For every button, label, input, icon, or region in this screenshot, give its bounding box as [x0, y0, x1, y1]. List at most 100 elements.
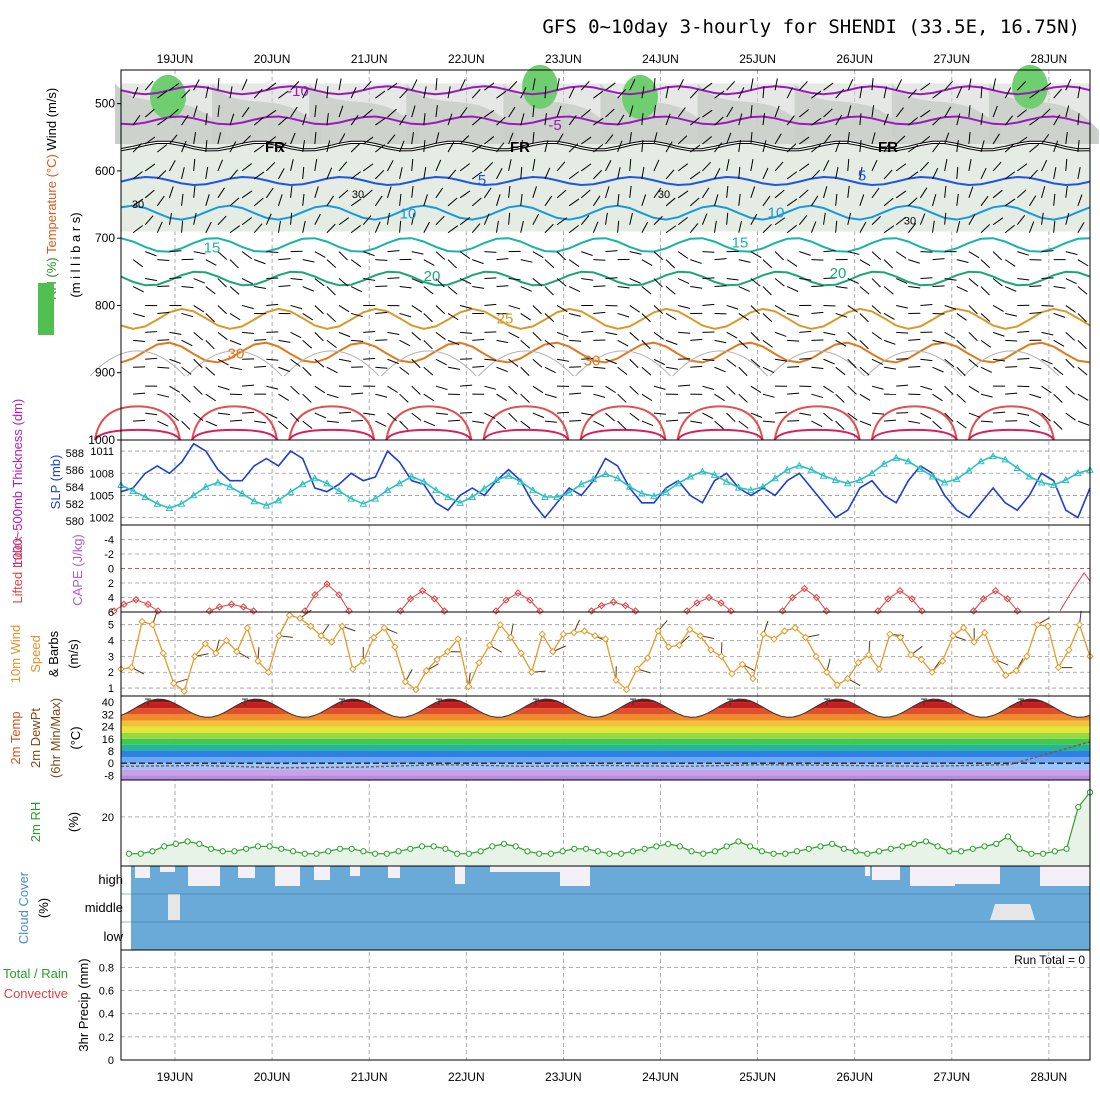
rh-point [407, 845, 414, 852]
wind-barb [1053, 220, 1056, 233]
wind-barb [568, 87, 575, 99]
wind-barb [387, 82, 398, 91]
isotherm-line [120, 270, 1091, 287]
wind-speed-point [980, 628, 989, 637]
thickness-point [807, 465, 816, 473]
wind-speed-point [612, 676, 620, 684]
wind-barb [229, 141, 237, 153]
cape-line [877, 590, 923, 612]
cape-point [406, 595, 415, 603]
wind-barb [460, 304, 472, 309]
wind-barb [266, 277, 279, 280]
thickness-point [359, 499, 368, 507]
wind-barb [520, 166, 523, 179]
wind-barb [641, 167, 645, 179]
wind-barb [350, 171, 361, 180]
wind-barb [835, 339, 847, 347]
wind-barb [1053, 114, 1061, 126]
wind-barb [605, 134, 614, 145]
wind-barb [1017, 109, 1028, 118]
rh-point [254, 843, 262, 850]
wind-barb [823, 385, 834, 394]
wind-barb [460, 384, 473, 387]
wind-barb [665, 366, 678, 370]
wind-speed-point [696, 632, 705, 640]
isotherm-arch [870, 405, 958, 441]
wind-barb [132, 87, 139, 99]
wind-barb [1029, 143, 1040, 153]
wind-barb [375, 144, 386, 153]
wind-barb [302, 113, 307, 126]
wind-barb [871, 78, 874, 91]
temp-band [121, 726, 1090, 733]
wind-barb [786, 259, 798, 267]
thickness-point [734, 483, 743, 491]
wind-barb [653, 187, 662, 199]
thickness-point [407, 472, 416, 480]
slp-tick-label: 1008 [90, 468, 114, 480]
isotherm-label: 10 [768, 204, 785, 221]
wind-barb [326, 86, 329, 99]
wind-barb [702, 412, 714, 419]
wind-barb [181, 193, 184, 206]
wind-barb [423, 393, 435, 402]
isotherm-label: 30 [228, 346, 245, 363]
wind-barb [254, 259, 266, 265]
wind-barb [665, 113, 671, 126]
wind-barb [605, 331, 618, 336]
thickness-point [577, 480, 586, 488]
wind-barb [484, 161, 494, 172]
thickness-point [613, 474, 622, 482]
cape-point [874, 607, 882, 615]
rh-point [653, 843, 660, 850]
wind-barb [145, 278, 158, 282]
thickness-point [965, 466, 973, 474]
wind-barb [810, 195, 819, 207]
wind-barb [217, 215, 227, 226]
rh-shading [121, 83, 1090, 144]
cloud-gap [168, 894, 180, 920]
wind-barb [266, 331, 279, 333]
wind-barb [774, 133, 782, 145]
wind-barb [399, 193, 402, 206]
wind-speed-point [391, 643, 399, 651]
wind-barb [472, 259, 484, 265]
wind-barb [605, 186, 610, 198]
thickness-point [1049, 481, 1058, 489]
wind-barb [411, 79, 418, 91]
thickness-point [650, 492, 658, 500]
wind-barb [1017, 330, 1030, 333]
wind-speed-point [896, 633, 905, 642]
wind-barb [532, 358, 543, 368]
date-label-top: 21JUN [351, 52, 388, 66]
wind-barb [592, 195, 601, 207]
wind-barb [1004, 171, 1016, 180]
wind-barb [895, 135, 906, 145]
wind-barb [459, 107, 468, 118]
isotherm-label: 20 [424, 268, 441, 285]
wind-barb [907, 223, 917, 234]
wind-barb [1004, 87, 1012, 99]
wind-barb [580, 163, 592, 172]
cape-point [430, 595, 439, 603]
wind-barb [387, 331, 400, 335]
wind-speed-point [233, 647, 241, 656]
wind-barb [896, 331, 909, 334]
wind-barb [157, 393, 170, 398]
wind-barb [605, 412, 615, 422]
wind-barb [483, 213, 490, 225]
wind-barb [229, 169, 239, 180]
wind-barb [544, 366, 556, 374]
wind-barb [532, 278, 543, 287]
wind-barb [883, 225, 895, 234]
wind-barb [544, 223, 554, 234]
wind-barb [726, 331, 738, 339]
rh-point [1040, 850, 1047, 857]
thickness-point [444, 492, 452, 500]
wind-barb [568, 198, 580, 207]
cloud-gap [910, 866, 955, 886]
wind-barb [678, 304, 690, 309]
wind-barb [750, 412, 763, 418]
wind-barb [968, 278, 979, 287]
wind-speed-point [791, 624, 799, 632]
